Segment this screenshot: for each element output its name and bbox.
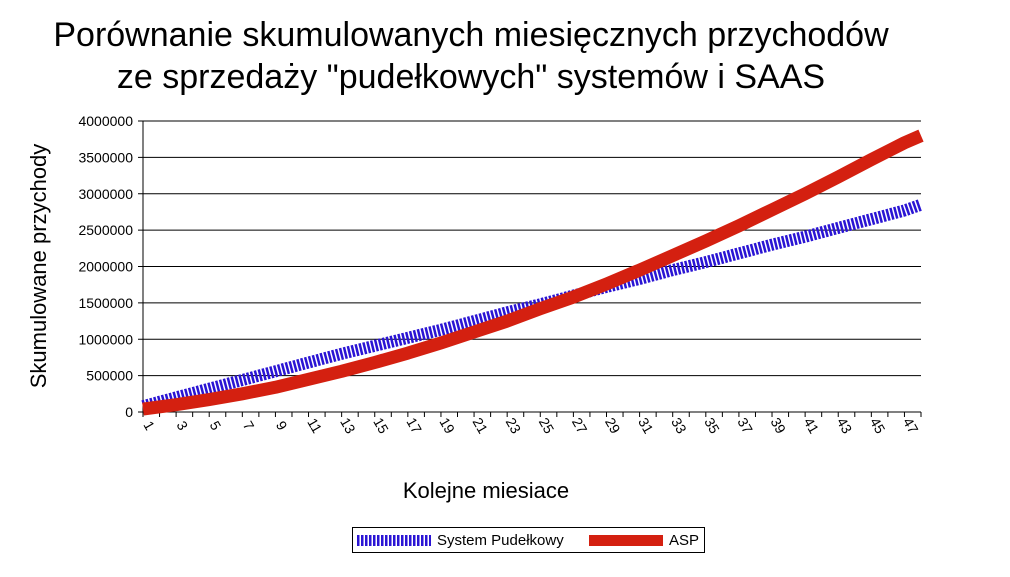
x-tick-label: 29 [602,415,624,437]
x-tick-label: 47 [900,415,922,437]
x-tick-label: 17 [403,415,425,437]
legend-label-system-pudelkowy: System Pudełkowy [437,531,564,549]
chart-title: Porównanie skumulowanych miesięcznych pr… [0,14,942,98]
chart-title-line-2: ze sprzedaży "pudełkowych" systemów i SA… [116,58,826,96]
legend-item-system-pudelkowy: System Pudełkowy [357,528,564,552]
x-tick-label: 33 [668,415,690,437]
y-tick-label: 1000000 [78,331,133,347]
x-tick-label: 7 [240,418,258,433]
grid-lines [138,120,921,413]
x-tick-label: 23 [503,415,525,437]
legend-swatch-system-pudelkowy [357,534,431,546]
x-tick-label: 35 [701,415,723,437]
x-axis-label: Kolejne miesiace [402,478,570,503]
axes [142,121,922,417]
x-tick-label: 25 [536,415,558,437]
y-axis-label: Skumulowane przychody [26,144,51,389]
chart-title-line-1: Porównanie skumulowanych miesięcznych pr… [53,16,889,54]
legend: System Pudełkowy ASP [352,527,705,553]
y-tick-label: 3000000 [78,186,133,202]
x-tick-label: 9 [273,418,291,433]
x-tick-label: 41 [801,415,823,437]
x-tick-label: 3 [174,418,192,433]
x-tick-label: 15 [370,415,392,437]
x-tick-label: 11 [304,415,325,436]
series-lines [141,129,924,416]
y-tick-label: 3500000 [78,149,133,165]
y-tick-label: 1500000 [78,295,133,311]
x-axis-tick-labels: 1 3 5 7 9 11 13 15 17 19 21 23 25 27 29 31 33 35 37 39 41 43 4… [140,415,921,437]
y-tick-label: 4000000 [78,113,133,129]
y-tick-label: 500000 [86,368,133,384]
x-tick-label: 5 [207,418,225,433]
x-tick-label: 1 [140,418,158,433]
y-tick-label: 0 [125,404,133,420]
y-axis-tick-labels: 0 500000 1000000 1500000 2000000 2500000 30000… [78,113,133,420]
x-tick-label: 13 [337,415,359,437]
legend-swatch-asp [589,534,663,546]
x-tick-label: 45 [867,415,889,437]
x-tick-label: 19 [436,415,458,437]
series-line-asp [142,129,924,416]
legend-item-asp: ASP [589,528,699,552]
x-tick-label: 27 [569,415,591,437]
legend-label-asp: ASP [669,531,700,549]
y-tick-label: 2000000 [78,259,133,275]
y-tick-label: 2500000 [78,222,133,238]
x-tick-label: 39 [768,415,790,437]
x-tick-label: 43 [834,415,856,437]
x-tick-label: 31 [635,415,657,437]
x-tick-label: 37 [734,415,756,437]
x-tick-label: 21 [470,415,492,437]
